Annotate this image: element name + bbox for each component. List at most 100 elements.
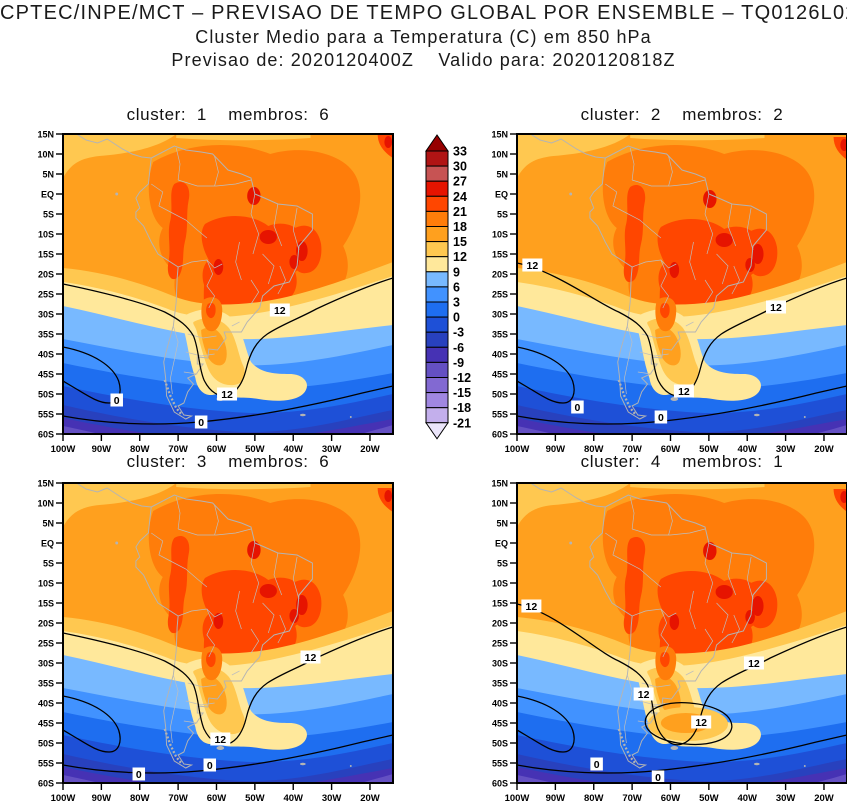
colorbar-band: [425, 210, 449, 228]
lat-tick-label: 5N: [42, 170, 54, 180]
lon-tick-label: 60W: [207, 793, 227, 803]
lat-tick-label: 55S: [492, 410, 508, 420]
lon-tick-label: 80W: [584, 793, 604, 803]
colorbar-tick-label: -3: [453, 326, 464, 340]
coastline-layer: [530, 134, 806, 420]
lon-tick-label: 50W: [699, 793, 719, 803]
lat-tick-label: 60S: [492, 779, 508, 789]
colorbar-band: [425, 286, 449, 303]
lat-tick-label: 10N: [37, 499, 54, 509]
lon-tick-label: 80W: [584, 444, 604, 455]
contour-12-loop: [644, 701, 733, 746]
colorbar-tick-label: -15: [453, 386, 471, 400]
contour-label: 12: [221, 389, 233, 401]
lat-tick-label: 15N: [491, 479, 508, 489]
contour-label: 0: [655, 772, 661, 784]
lon-tick-label: 100W: [51, 444, 76, 455]
colorbar-tick-label: 12: [453, 250, 467, 264]
lat-tick-label: 5S: [43, 559, 54, 569]
lat-tick-label: 10N: [491, 499, 508, 509]
temperature-field: [517, 134, 847, 434]
panel-title-cluster-4: cluster: 4 membros: 1: [580, 452, 784, 471]
contour-label: 0: [575, 402, 581, 414]
lat-tick-label: 25S: [492, 290, 508, 300]
lat-tick-label: 5N: [42, 519, 54, 529]
coastline-layer: [76, 483, 352, 769]
map-canvas-cluster-4: 12 12 12 12 0 0 15N 10N 5N EQ 5S 10S 15S 20S 25S 30S 35S…: [491, 479, 847, 803]
contour-label: 0: [198, 417, 204, 429]
contour-label: 0: [207, 760, 213, 772]
colorbar-arrow-top: [425, 134, 449, 152]
colorbar-band: [425, 361, 449, 378]
lat-tick-label: 40S: [38, 699, 54, 709]
colorbar-tick-label: -18: [453, 401, 471, 415]
warm-core-blobs: [167, 134, 393, 323]
lon-tick-label: 60W: [661, 793, 681, 803]
contour-label: 0: [594, 759, 600, 771]
lat-tick-label: 5N: [496, 170, 508, 180]
map-canvas-cluster-2: 12 12 12 0 0 15N 10N 5N EQ 5S 10S 15S 20S 25S 30S 35S 40…: [491, 130, 847, 456]
lat-tick-label: 15S: [38, 250, 54, 260]
panel-title-cluster-1: cluster: 1 membros: 6: [126, 105, 330, 124]
lat-tick-label: 55S: [38, 410, 54, 420]
lat-tick-label: 15S: [38, 599, 54, 609]
contour-0-line: [517, 346, 575, 404]
colorbar-band: [425, 150, 449, 167]
colorbar-band: [425, 241, 449, 258]
lat-tick-label: 15N: [491, 130, 508, 140]
colorbar-tick-label: -21: [453, 416, 471, 430]
contour-0-line: [517, 695, 575, 753]
lon-tick-label: 50W: [245, 793, 265, 803]
lat-tick-label: 10S: [38, 230, 54, 240]
contour-label: 12: [695, 717, 707, 729]
colorbar-band: [425, 301, 449, 318]
colorbar-tick-label: 18: [453, 220, 467, 234]
axis-labels: 15N 10N 5N EQ 5S 10S 15S 20S 25S 30S 35S 40S 45S 50S 5…: [37, 130, 379, 456]
coastline-layer: [530, 483, 806, 769]
colorbar-tick-label: 33: [453, 145, 467, 159]
colorbar-band: [425, 165, 449, 182]
lat-tick-label: 5S: [497, 210, 508, 220]
contour-label: 0: [114, 395, 120, 407]
lon-tick-label: 100W: [51, 793, 76, 803]
lat-tick-label: 30S: [38, 310, 54, 320]
lon-tick-label: 70W: [168, 444, 188, 455]
contour-labels: 12 12 0 0: [132, 650, 321, 781]
lon-tick-label: 20W: [814, 793, 834, 803]
lon-tick-label: 50W: [699, 444, 719, 455]
colorbar-band: [425, 316, 449, 333]
lon-tick-label: 20W: [814, 444, 834, 455]
lat-tick-label: 20S: [492, 270, 508, 280]
lon-tick-label: 80W: [130, 444, 150, 455]
lon-tick-label: 30W: [322, 444, 342, 455]
lon-tick-label: 70W: [622, 444, 642, 455]
colorbar-band: [425, 226, 449, 243]
lat-tick-label: 30S: [492, 310, 508, 320]
lon-tick-label: 90W: [546, 444, 566, 455]
colorbar-tick-label: -9: [453, 356, 464, 370]
colorbar-tick-label: -12: [453, 371, 471, 385]
axis-labels: 15N 10N 5N EQ 5S 10S 15S 20S 25S 30S 35S 40S 45S 50S 5…: [491, 130, 833, 456]
lat-tick-label: 35S: [38, 679, 54, 689]
lat-tick-label: 30S: [492, 659, 508, 669]
lat-tick-label: 55S: [38, 759, 54, 769]
contour-0-line: [517, 734, 847, 774]
contour-label: 12: [274, 305, 286, 317]
colorbar-arrow-bottom: [425, 422, 449, 440]
lon-tick-label: 60W: [207, 444, 227, 455]
colorbar-band: [425, 256, 449, 273]
lat-tick-label: 10S: [492, 230, 508, 240]
map-canvas-cluster-3: 12 12 0 0 15N 10N 5N EQ 5S 10S 15S 20S 25S 30S 35S 40S 4…: [37, 479, 394, 803]
colorbar-band: [425, 331, 449, 348]
lat-tick-label: EQ: [495, 539, 508, 549]
contour-0-line: [63, 695, 121, 753]
lat-tick-label: 45S: [38, 719, 54, 729]
colorbar-band: [425, 180, 449, 197]
temperature-field: [63, 134, 394, 434]
lon-tick-label: 40W: [737, 444, 757, 455]
lat-tick-label: 50S: [38, 390, 54, 400]
lon-tick-label: 30W: [776, 793, 796, 803]
lon-tick-label: 20W: [360, 444, 380, 455]
